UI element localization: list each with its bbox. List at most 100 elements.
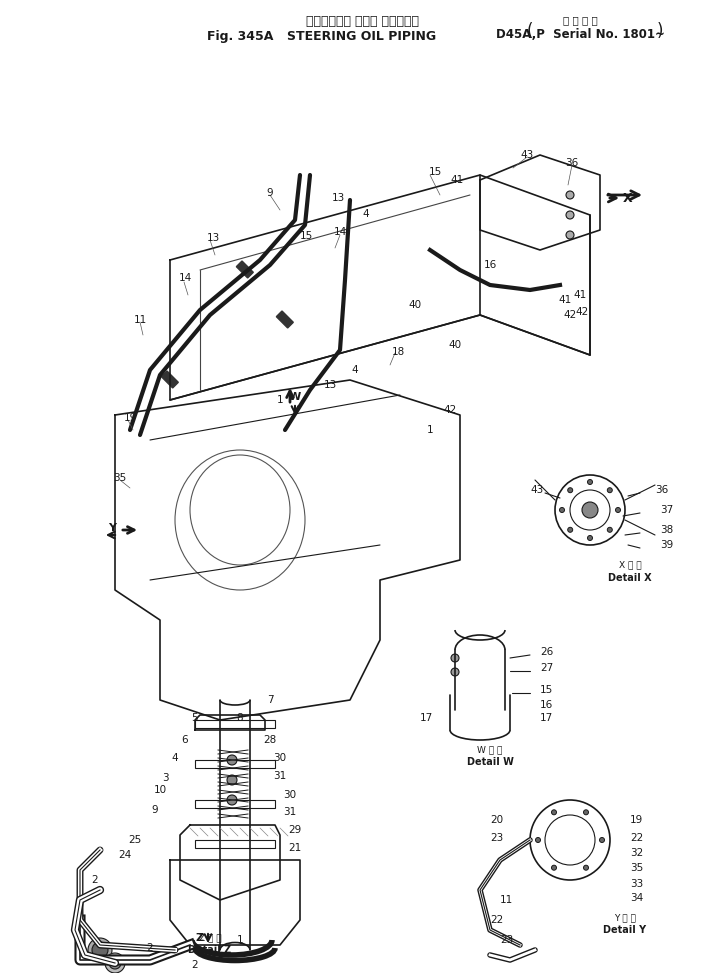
Circle shape bbox=[584, 810, 589, 814]
Text: 2: 2 bbox=[92, 875, 98, 885]
Text: 23: 23 bbox=[490, 833, 503, 843]
Text: 25: 25 bbox=[128, 835, 142, 845]
Text: 43: 43 bbox=[530, 485, 543, 495]
Bar bbox=[195, 800, 275, 808]
Text: 13: 13 bbox=[206, 233, 219, 243]
Text: 39: 39 bbox=[660, 540, 673, 550]
Circle shape bbox=[451, 654, 459, 662]
Circle shape bbox=[568, 487, 573, 492]
Circle shape bbox=[560, 508, 565, 513]
Circle shape bbox=[587, 535, 592, 540]
Text: 9: 9 bbox=[266, 188, 274, 198]
Text: 4: 4 bbox=[352, 365, 358, 375]
Text: Z 断 面: Z 断 面 bbox=[198, 933, 222, 943]
Text: 5: 5 bbox=[192, 713, 198, 723]
Text: 32: 32 bbox=[630, 848, 643, 858]
Circle shape bbox=[607, 487, 613, 492]
Circle shape bbox=[566, 191, 574, 199]
Text: 15: 15 bbox=[300, 231, 313, 241]
Text: 17: 17 bbox=[540, 713, 553, 723]
Text: STEERING OIL PIPING: STEERING OIL PIPING bbox=[287, 30, 437, 43]
Text: 41: 41 bbox=[450, 175, 463, 185]
Text: 35: 35 bbox=[114, 473, 127, 483]
Circle shape bbox=[105, 953, 125, 973]
Circle shape bbox=[552, 865, 557, 870]
Text: 13: 13 bbox=[324, 380, 337, 390]
Text: 31: 31 bbox=[283, 807, 297, 817]
Text: Y 断 面: Y 断 面 bbox=[614, 914, 636, 922]
Text: W: W bbox=[289, 392, 301, 402]
Text: Detail X: Detail X bbox=[608, 573, 652, 583]
Text: (: ( bbox=[527, 22, 533, 40]
Circle shape bbox=[587, 480, 592, 485]
Text: W 断 面: W 断 面 bbox=[477, 745, 502, 754]
Text: 30: 30 bbox=[283, 790, 297, 800]
Circle shape bbox=[109, 957, 121, 969]
Text: 15: 15 bbox=[540, 685, 553, 695]
Text: 37: 37 bbox=[660, 505, 673, 515]
Bar bbox=[195, 760, 275, 768]
Text: 11: 11 bbox=[500, 895, 513, 905]
Text: 36: 36 bbox=[655, 485, 668, 495]
Text: 1: 1 bbox=[426, 425, 433, 435]
Text: 41: 41 bbox=[573, 290, 586, 300]
Text: 1: 1 bbox=[237, 935, 243, 945]
Text: 3: 3 bbox=[161, 773, 168, 783]
Text: 40: 40 bbox=[408, 300, 421, 310]
Text: 14: 14 bbox=[333, 227, 347, 237]
Text: 38: 38 bbox=[660, 525, 673, 535]
Circle shape bbox=[615, 508, 620, 513]
Text: 17: 17 bbox=[420, 713, 433, 723]
Text: 2: 2 bbox=[192, 960, 198, 970]
Text: D45A,P  Serial No. 1801~: D45A,P Serial No. 1801~ bbox=[495, 28, 665, 41]
Text: 22: 22 bbox=[490, 915, 503, 925]
Circle shape bbox=[227, 775, 237, 785]
Text: X: X bbox=[623, 192, 633, 204]
Text: 21: 21 bbox=[288, 843, 302, 853]
Text: 28: 28 bbox=[264, 735, 277, 745]
Circle shape bbox=[566, 211, 574, 219]
Circle shape bbox=[227, 795, 237, 805]
Text: 41: 41 bbox=[558, 295, 572, 305]
Circle shape bbox=[566, 231, 574, 239]
Text: 42: 42 bbox=[443, 405, 457, 415]
Text: 適 用 号 機: 適 用 号 機 bbox=[563, 15, 597, 25]
Text: 29: 29 bbox=[288, 825, 302, 835]
Text: 20: 20 bbox=[490, 815, 503, 825]
Text: 15: 15 bbox=[429, 167, 442, 177]
Circle shape bbox=[607, 527, 613, 532]
Text: Y: Y bbox=[108, 523, 116, 533]
Text: 9: 9 bbox=[152, 805, 159, 815]
Text: 24: 24 bbox=[119, 850, 132, 860]
Text: Detail Z: Detail Z bbox=[188, 945, 232, 955]
Bar bbox=[236, 261, 253, 278]
Text: 7: 7 bbox=[266, 695, 274, 705]
Text: 35: 35 bbox=[630, 863, 643, 873]
Text: 13: 13 bbox=[332, 193, 345, 203]
Text: 19: 19 bbox=[630, 815, 643, 825]
Text: Z: Z bbox=[196, 933, 204, 943]
Text: 11: 11 bbox=[133, 315, 147, 325]
Text: 26: 26 bbox=[540, 647, 553, 657]
Text: 14: 14 bbox=[178, 273, 192, 283]
Bar bbox=[161, 371, 178, 388]
Text: 18: 18 bbox=[392, 347, 405, 357]
Text: 42: 42 bbox=[563, 310, 576, 320]
Bar bbox=[195, 720, 275, 728]
Text: 8: 8 bbox=[237, 713, 243, 723]
Text: 16: 16 bbox=[540, 700, 553, 710]
Text: 34: 34 bbox=[630, 893, 643, 903]
Text: 31: 31 bbox=[274, 771, 287, 781]
Circle shape bbox=[568, 527, 573, 532]
Text: 16: 16 bbox=[484, 260, 497, 270]
Bar bbox=[195, 840, 275, 848]
Text: Fig. 345A: Fig. 345A bbox=[207, 30, 273, 43]
Circle shape bbox=[582, 502, 598, 518]
Text: Detail W: Detail W bbox=[466, 757, 513, 767]
Circle shape bbox=[88, 938, 112, 962]
Circle shape bbox=[552, 810, 557, 814]
Text: 1: 1 bbox=[277, 395, 283, 405]
Text: 22: 22 bbox=[630, 833, 643, 843]
Bar bbox=[277, 311, 293, 328]
Text: Detail Y: Detail Y bbox=[603, 925, 647, 935]
